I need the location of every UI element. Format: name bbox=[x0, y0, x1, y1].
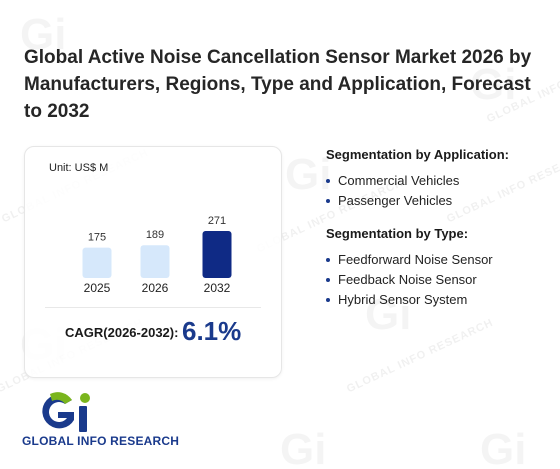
bar-2032 bbox=[202, 231, 232, 278]
list-item: Passenger Vehicles bbox=[326, 191, 551, 211]
type-list: Feedforward Noise Sensor Feedback Noise … bbox=[326, 250, 551, 310]
bar-2025 bbox=[82, 247, 112, 278]
watermark-logo: Gi bbox=[285, 150, 331, 200]
value-label-2025: 175 bbox=[88, 232, 106, 244]
market-chart-card: Unit: US$ M 175 2025 189 2026 271 2032 CAGR(2… bbox=[24, 146, 282, 378]
value-label-2026: 189 bbox=[146, 229, 164, 241]
segmentation-application-title: Segmentation by Application: bbox=[326, 147, 509, 162]
cagr-label: CAGR(2026-2032): bbox=[65, 325, 179, 340]
bar-chart: 175 2025 189 2026 271 2032 bbox=[82, 215, 232, 295]
watermark-logo: Gi bbox=[480, 425, 526, 469]
divider bbox=[45, 307, 261, 308]
page-title: Global Active Noise Cancellation Sensor … bbox=[24, 47, 532, 122]
list-item: Feedforward Noise Sensor bbox=[326, 250, 551, 270]
category-label-2026: 2026 bbox=[142, 281, 169, 295]
company-logo: GLOBAL INFO RESEARCH bbox=[22, 390, 192, 450]
gi-logo-icon bbox=[42, 392, 90, 432]
category-label-2032: 2032 bbox=[204, 281, 231, 295]
logo-text: GLOBAL INFO RESEARCH bbox=[22, 434, 180, 448]
cagr-value: 6.1% bbox=[182, 316, 242, 346]
list-item: Feedback Noise Sensor bbox=[326, 270, 551, 290]
category-label-2025: 2025 bbox=[84, 281, 111, 295]
value-label-2032: 271 bbox=[208, 215, 226, 227]
watermark-text: GLOBAL INFO RESEARCH bbox=[344, 316, 496, 396]
list-item: Hybrid Sensor System bbox=[326, 290, 551, 310]
application-list: Commercial Vehicles Passenger Vehicles bbox=[326, 171, 551, 211]
unit-label: Unit: US$ M bbox=[49, 162, 109, 174]
watermark-logo: Gi bbox=[280, 425, 326, 469]
segmentation-application: Segmentation by Application: Commercial … bbox=[326, 147, 551, 211]
list-item: Commercial Vehicles bbox=[326, 171, 551, 191]
bar-2026 bbox=[140, 245, 170, 278]
segmentation-type: Segmentation by Type: Feedforward Noise … bbox=[326, 226, 551, 310]
segmentation-type-title: Segmentation by Type: bbox=[326, 226, 469, 241]
